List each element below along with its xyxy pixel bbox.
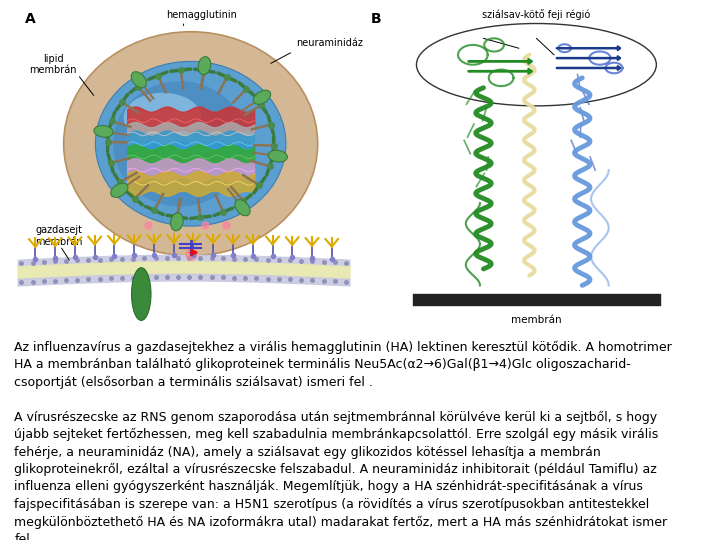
- Ellipse shape: [131, 72, 146, 88]
- Text: sziálsav-kötő feji régió: sziálsav-kötő feji régió: [482, 9, 590, 20]
- Text: hemagglutinin: hemagglutinin: [166, 10, 237, 20]
- Ellipse shape: [132, 268, 151, 320]
- Ellipse shape: [63, 32, 318, 256]
- Text: A: A: [24, 12, 35, 26]
- Text: csoportját (elsősorban a terminális sziálsavat) ismeri fel .: csoportját (elsősorban a terminális sziá…: [14, 376, 373, 389]
- Ellipse shape: [113, 81, 247, 206]
- Ellipse shape: [253, 90, 271, 104]
- Text: fel.: fel.: [14, 533, 34, 540]
- Text: A vírusrészecske az RNS genom szaporodása után sejtmembránnal körülvéve kerül ki: A vírusrészecske az RNS genom szaporodás…: [14, 411, 657, 424]
- Text: megkülönböztethető HA és NA izoformákra utal) madarakat fertőz, mert a HA más sz: megkülönböztethető HA és NA izoformákra …: [14, 515, 667, 529]
- Text: influenza elleni gyógyszerként használják. Megemlítjük, hogy a HA szénhidrát-spe: influenza elleni gyógyszerként használjá…: [14, 481, 643, 494]
- Ellipse shape: [95, 62, 286, 226]
- Text: fehérje, a neuraminidáz (NA), amely a sziálsavat egy glikozidos kötéssel lehasít: fehérje, a neuraminidáz (NA), amely a sz…: [14, 446, 601, 458]
- Ellipse shape: [235, 200, 250, 216]
- Ellipse shape: [124, 93, 202, 142]
- Text: fajspecifitásában is szerepe van: a H5N1 szerotípus (a rövidítés a vírus szerotí: fajspecifitásában is szerepe van: a H5N1…: [14, 498, 649, 511]
- Text: lipid
membrán: lipid membrán: [30, 54, 77, 76]
- Ellipse shape: [268, 150, 287, 162]
- Ellipse shape: [111, 183, 128, 197]
- Ellipse shape: [94, 125, 113, 137]
- Text: újabb sejteket fertőzhessen, meg kell szabadulnia membránkapcsolattól. Erre szol: újabb sejteket fertőzhessen, meg kell sz…: [14, 428, 659, 441]
- Text: glikoproteinekről, ezáltal a vírusrészecske felszabadul. A neuraminidáz inhibito: glikoproteinekről, ezáltal a vírusrészec…: [14, 463, 657, 476]
- Text: membrán: membrán: [511, 315, 562, 325]
- Ellipse shape: [171, 213, 183, 231]
- Text: gazdasejt
membrán: gazdasejt membrán: [35, 225, 83, 247]
- Text: Az influenzavírus a gazdasejtekhez a virális hemagglutinin (HA) lektinen kereszt: Az influenzavírus a gazdasejtekhez a vir…: [14, 341, 672, 354]
- Text: HA a membránban található glikoproteinek terminális Neu5Ac(α2→6)Gal(β1→4)Glc oli: HA a membránban található glikoproteinek…: [14, 359, 631, 372]
- Text: neuraminidáz: neuraminidáz: [297, 38, 364, 48]
- Text: B: B: [371, 12, 381, 26]
- Ellipse shape: [198, 57, 211, 75]
